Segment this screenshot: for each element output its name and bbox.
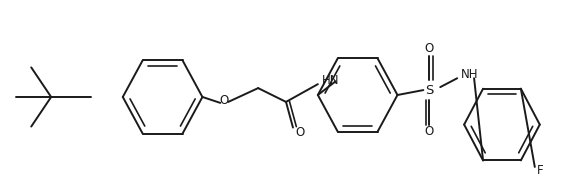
- Text: F: F: [536, 164, 543, 177]
- Text: NH: NH: [461, 68, 478, 81]
- Text: O: O: [220, 94, 229, 107]
- Text: S: S: [425, 84, 434, 97]
- Text: HN: HN: [322, 74, 339, 87]
- Text: O: O: [425, 125, 434, 138]
- Text: O: O: [296, 126, 305, 139]
- Text: O: O: [425, 42, 434, 55]
